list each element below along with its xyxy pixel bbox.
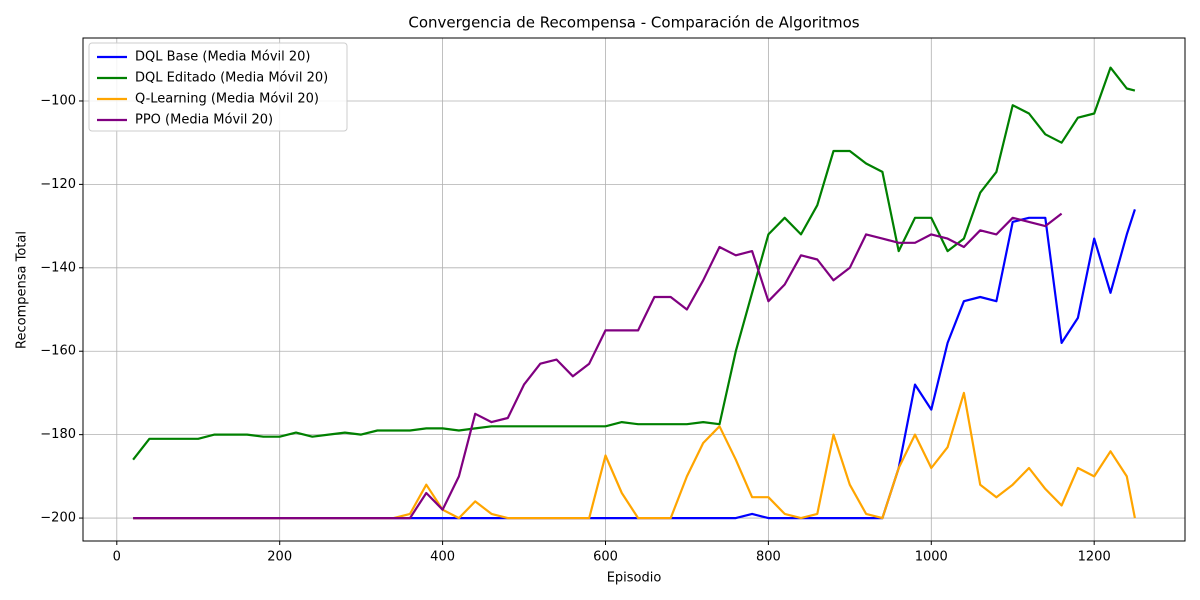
data-line <box>132 66 1136 461</box>
legend-label: Q-Learning (Media Móvil 20) <box>135 92 319 107</box>
x-tick-label: 400 <box>430 550 455 565</box>
y-tick-label: −180 <box>40 427 76 442</box>
legend-label: PPO (Media Móvil 20) <box>135 113 273 128</box>
chart-title: Convergencia de Recompensa - Comparación… <box>408 14 859 32</box>
data-line <box>133 212 1063 520</box>
plot-frame <box>82 37 1186 542</box>
x-tick-label: 800 <box>756 550 781 565</box>
x-tick-label: 0 <box>113 550 121 565</box>
y-tick-label: −160 <box>40 344 76 359</box>
data-line <box>133 209 1136 520</box>
legend: DQL Base (Media Móvil 20) DQL Editado (Me… <box>88 42 348 132</box>
data-line <box>133 391 1136 520</box>
y-tick-label: −120 <box>40 177 76 192</box>
x-tick-label: 1000 <box>915 550 948 565</box>
x-tick-label: 1200 <box>1078 550 1111 565</box>
x-tick-label: 600 <box>593 550 618 565</box>
x-tick-label: 200 <box>267 550 292 565</box>
legend-label: DQL Editado (Media Móvil 20) <box>135 71 328 86</box>
y-tick-label: −200 <box>40 511 76 526</box>
x-axis-label: Episodio <box>607 571 662 586</box>
legend-box <box>88 42 348 132</box>
y-tick-label: −100 <box>40 93 76 108</box>
y-tick-label: −140 <box>40 260 76 275</box>
y-axis-label: Recompensa Total <box>15 231 30 349</box>
legend-label: DQL Base (Media Móvil 20) <box>135 50 311 65</box>
